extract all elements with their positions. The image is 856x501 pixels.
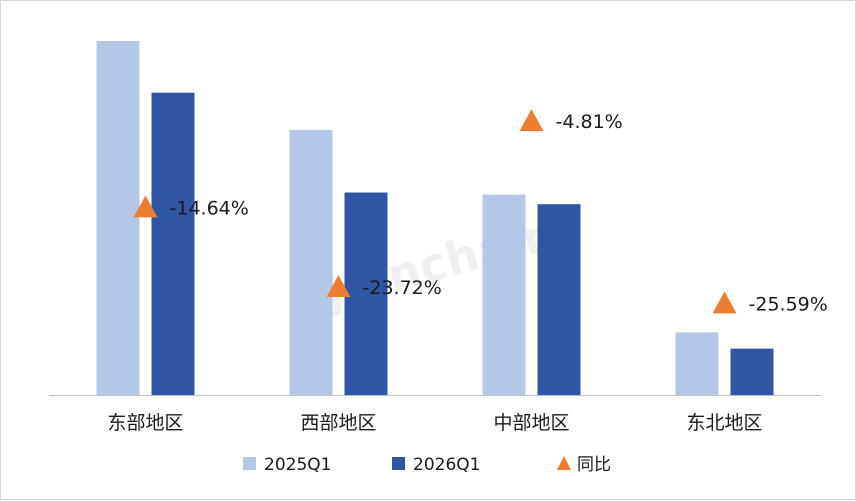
- yoy-label-3: -4.81%: [556, 111, 623, 133]
- legend-label-2025q1: 2025Q1: [264, 455, 331, 475]
- yoy-label-4: -25.59%: [749, 293, 828, 315]
- bar-2026q1-3: [537, 204, 581, 395]
- bar-2025q1-3: [482, 194, 526, 395]
- category-label-3: 中部地区: [493, 412, 569, 434]
- yoy-label-1: -14.64%: [170, 197, 249, 219]
- yoy-layer: -14.64% -23.72% -4.81% -25.59%: [133, 109, 828, 315]
- category-label-1: 东部地区: [107, 412, 183, 434]
- legend-swatch-2025q1: [243, 457, 256, 470]
- yoy-marker-4: [712, 291, 737, 314]
- legend-swatch-2026q1: [392, 457, 405, 470]
- legend-label-yoy: 同比: [577, 455, 611, 475]
- legend-label-2026q1: 2026Q1: [413, 455, 480, 475]
- category-label-2: 西部地区: [300, 412, 376, 434]
- bar-2026q1-1: [151, 92, 195, 396]
- legend: 2025Q1 2026Q1 同比: [243, 455, 611, 475]
- yoy-marker-3: [519, 109, 544, 132]
- bar-2025q1-1: [96, 41, 140, 395]
- bar-2026q1-4: [730, 348, 774, 395]
- yoy-label-2: -23.72%: [363, 277, 442, 299]
- bars-layer: [96, 41, 774, 396]
- yoy-marker-1: [133, 195, 158, 218]
- bar-2025q1-4: [675, 332, 719, 395]
- yoy-marker-2: [326, 274, 351, 297]
- category-label-4: 东北地区: [686, 412, 762, 434]
- legend-marker-yoy: [557, 456, 571, 470]
- bar-2026q1-2: [344, 192, 388, 395]
- bar-2025q1-2: [289, 129, 333, 395]
- category-labels: 东部地区 西部地区 中部地区 东北地区: [107, 412, 762, 434]
